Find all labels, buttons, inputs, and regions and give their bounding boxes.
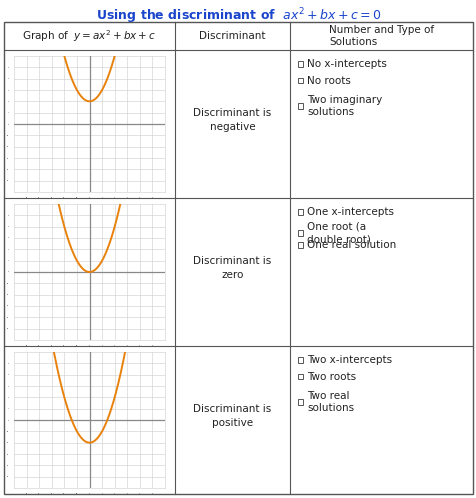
Text: No x-intercepts: No x-intercepts	[307, 59, 387, 69]
Bar	[298, 209, 303, 215]
Text: Two imaginary
solutions: Two imaginary solutions	[307, 95, 382, 117]
Bar	[298, 61, 303, 67]
Bar	[298, 103, 303, 109]
Text: Discriminant is
positive: Discriminant is positive	[193, 404, 271, 428]
Bar	[298, 399, 303, 404]
Text: One root (a
double root): One root (a double root)	[307, 222, 371, 244]
Text: Graph of  $y = ax^2 + bx + c$: Graph of $y = ax^2 + bx + c$	[22, 28, 156, 44]
Bar	[298, 357, 303, 363]
Text: No roots: No roots	[307, 76, 351, 86]
Bar	[298, 230, 303, 236]
Text: Two roots: Two roots	[307, 372, 356, 381]
Text: Discriminant is
negative: Discriminant is negative	[193, 108, 271, 132]
Text: Two x-intercepts: Two x-intercepts	[307, 355, 392, 365]
Text: One real solution: One real solution	[307, 240, 396, 250]
Text: Discriminant is
zero: Discriminant is zero	[193, 256, 271, 280]
Bar	[298, 242, 303, 248]
Bar	[298, 374, 303, 379]
Text: Number and Type of
Solutions: Number and Type of Solutions	[328, 24, 433, 47]
Text: Two real
solutions: Two real solutions	[307, 390, 354, 413]
Text: One x-intercepts: One x-intercepts	[307, 207, 394, 217]
Text: Discriminant: Discriminant	[199, 31, 265, 41]
Text: Using the discriminant of  $ax^2 + bx + c = 0$: Using the discriminant of $ax^2 + bx + c…	[95, 6, 381, 25]
Bar	[298, 78, 303, 83]
